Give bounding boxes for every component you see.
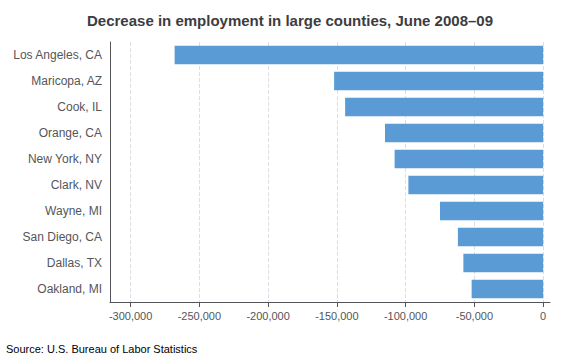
svg-text:-150,000: -150,000 bbox=[315, 310, 358, 322]
svg-text:-300,000: -300,000 bbox=[109, 310, 152, 322]
svg-text:Clark, NV: Clark, NV bbox=[51, 178, 102, 192]
svg-text:Maricopa, AZ: Maricopa, AZ bbox=[31, 74, 102, 88]
svg-text:-250,000: -250,000 bbox=[178, 310, 221, 322]
svg-text:-100,000: -100,000 bbox=[384, 310, 427, 322]
svg-text:-200,000: -200,000 bbox=[246, 310, 289, 322]
svg-text:Oakland, MI: Oakland, MI bbox=[37, 282, 102, 296]
svg-text:San Diego, CA: San Diego, CA bbox=[23, 230, 102, 244]
svg-text:-50,000: -50,000 bbox=[456, 310, 493, 322]
svg-text:Orange, CA: Orange, CA bbox=[39, 126, 102, 140]
svg-text:Decrease in employment in larg: Decrease in employment in large counties… bbox=[87, 12, 493, 29]
svg-text:Los Angeles, CA: Los Angeles, CA bbox=[13, 48, 102, 62]
svg-text:Dallas, TX: Dallas, TX bbox=[47, 256, 102, 270]
svg-text:New York, NY: New York, NY bbox=[28, 152, 102, 166]
svg-text:0: 0 bbox=[540, 310, 546, 322]
svg-text:Cook, IL: Cook, IL bbox=[57, 100, 102, 114]
svg-text:Wayne, MI: Wayne, MI bbox=[45, 204, 102, 218]
svg-text:Source: U.S. Bureau of Labor S: Source: U.S. Bureau of Labor Statistics bbox=[6, 343, 198, 355]
